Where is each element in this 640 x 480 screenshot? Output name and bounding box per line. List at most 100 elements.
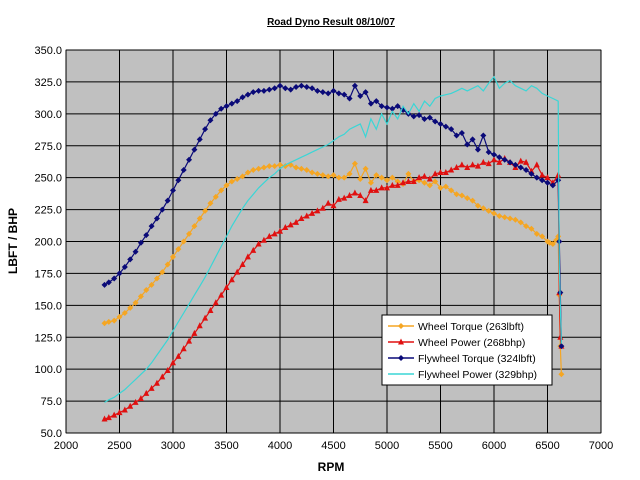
data-point [341,194,348,201]
data-point [271,163,278,170]
data-point [159,373,166,380]
data-point [293,164,300,171]
x-tick-label: 2000 [54,440,78,452]
data-point [549,182,556,189]
y-tick-label: 300.0 [34,109,62,121]
data-point [207,200,214,207]
data-point [223,182,230,189]
x-tick-label: 4000 [268,440,292,452]
legend-label: Flywheel Torque (324lbft) [418,353,536,365]
data-point [346,170,353,177]
data-point [426,175,433,182]
data-point [421,179,428,186]
data-point [426,114,433,121]
data-point [330,202,337,209]
data-point [437,184,444,191]
data-point [319,172,326,179]
data-point [132,299,139,306]
data-point [137,395,144,402]
data-point [512,216,519,223]
data-point [367,179,374,186]
data-point [121,264,128,271]
data-point [282,223,289,230]
data-point [384,184,390,191]
data-point [121,406,128,413]
data-point [116,313,123,320]
data-point [453,132,460,139]
data-point [474,146,481,153]
x-tick-label: 4500 [321,440,345,452]
data-point [116,409,123,416]
data-point [191,146,198,153]
y-tick-label: 150.0 [34,300,62,312]
data-point [186,156,193,163]
data-point [164,366,171,373]
data-point [271,230,278,237]
x-tick-label: 2500 [107,440,131,452]
data-point [485,149,492,156]
data-point [373,186,380,193]
data-point [228,100,235,107]
data-point [298,82,305,89]
data-point [293,218,300,225]
data-point [357,192,364,199]
data-point [351,160,358,167]
data-point [137,239,144,246]
data-point [153,379,160,386]
data-point [244,169,251,176]
data-point [303,167,310,174]
data-point [266,163,273,170]
data-point [111,317,118,324]
data-point [287,221,294,228]
data-point [309,169,316,176]
data-point [127,304,134,311]
y-tick-label: 275.0 [34,141,62,153]
data-point [218,187,225,194]
data-point [335,90,342,97]
y-tick-label: 75.0 [41,396,62,408]
data-point [474,162,481,169]
data-point [367,186,374,193]
series-2 [101,82,565,350]
data-point [277,82,283,89]
legend-label: Wheel Torque (263lbft) [418,321,524,333]
data-point [202,314,209,321]
data-point [314,207,321,214]
data-point [410,177,417,184]
y-tick-label: 250.0 [34,173,62,185]
legend-marker [398,355,404,361]
data-point [159,206,166,213]
data-point [341,91,348,98]
data-point [480,158,487,165]
data-point [357,92,364,99]
y-tick-label: 175.0 [34,268,62,280]
data-point [533,230,540,237]
data-point [384,104,390,111]
data-point [175,246,182,253]
data-point [480,132,487,139]
data-point [175,177,182,184]
x-tick-label: 3000 [161,440,185,452]
data-point [394,181,401,188]
data-point [325,199,332,206]
x-tick-label: 7000 [589,440,613,452]
data-point [277,161,283,168]
data-point [244,91,251,98]
data-point [501,214,508,221]
data-point [437,169,444,176]
data-point [421,115,428,122]
data-point [239,260,246,267]
data-point [448,126,455,133]
legend-marker [398,323,404,329]
data-point [362,197,369,204]
data-point [250,167,257,174]
data-point [544,179,551,186]
data-point [528,225,535,232]
data-point [394,178,401,185]
data-point [458,192,465,199]
data-point [389,181,396,188]
data-point [373,172,380,179]
data-point [469,136,476,143]
data-point [437,121,444,128]
x-tick-label: 5500 [428,440,452,452]
